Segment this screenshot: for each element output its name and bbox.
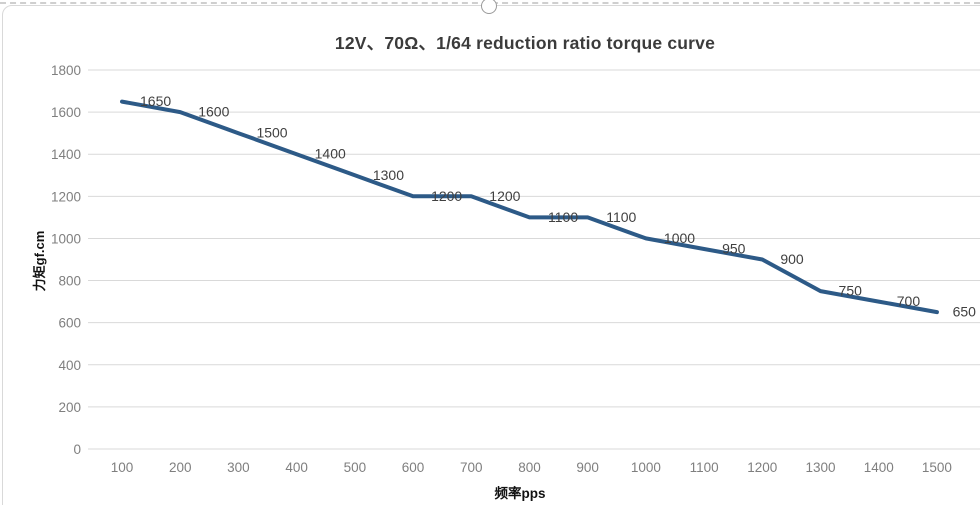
y-tick-label: 1000 xyxy=(51,231,81,246)
selection-resize-handle-icon[interactable] xyxy=(481,0,497,14)
x-tick-label: 700 xyxy=(460,460,483,475)
x-tick-label: 600 xyxy=(402,460,425,475)
x-tick-label: 1000 xyxy=(631,460,661,475)
y-tick-label: 600 xyxy=(58,316,81,331)
x-tick-label: 300 xyxy=(227,460,250,475)
chart-object-frame[interactable] xyxy=(2,5,980,505)
x-tick-label: 100 xyxy=(111,460,134,475)
x-tick-label: 500 xyxy=(344,460,367,475)
series-line-torque[interactable] xyxy=(120,99,939,315)
x-tick-label: 200 xyxy=(169,460,192,475)
data-label[interactable]: 1300 xyxy=(373,167,404,183)
x-tick-label: 1500 xyxy=(922,460,952,475)
data-label[interactable]: 1650 xyxy=(140,93,171,109)
x-tick-label: 900 xyxy=(576,460,599,475)
data-label[interactable]: 700 xyxy=(897,293,921,309)
data-label[interactable]: 1200 xyxy=(489,188,520,204)
x-tick-label: 1400 xyxy=(864,460,894,475)
y-tick-label: 800 xyxy=(58,274,81,289)
x-tick-label: 800 xyxy=(518,460,541,475)
y-tick-label: 1400 xyxy=(51,147,81,162)
data-label[interactable]: 1200 xyxy=(431,188,462,204)
x-tick-label: 1100 xyxy=(690,460,719,475)
y-tick-label: 1800 xyxy=(51,63,81,78)
x-axis-title[interactable]: 频率pps xyxy=(494,486,546,501)
y-tick-label: 0 xyxy=(73,442,81,457)
y-axis-title[interactable]: 力矩gf.cm xyxy=(32,230,47,292)
y-tick-label: 400 xyxy=(58,358,81,373)
y-tick-label: 200 xyxy=(58,400,81,415)
chart-title[interactable]: 12V、70Ω、1/64 reduction ratio torque curv… xyxy=(334,33,716,53)
data-label[interactable]: 1400 xyxy=(315,146,346,162)
data-label[interactable]: 900 xyxy=(780,251,804,267)
data-label[interactable]: 950 xyxy=(722,240,746,256)
data-label[interactable]: 1100 xyxy=(606,209,636,225)
y-tick-label: 1200 xyxy=(51,189,81,204)
x-tick-label: 400 xyxy=(285,460,308,475)
data-label[interactable]: 1100 xyxy=(548,209,578,225)
x-tick-label: 1200 xyxy=(747,460,777,475)
y-tick-label: 1600 xyxy=(51,105,81,120)
data-label[interactable]: 650 xyxy=(953,304,977,320)
data-label[interactable]: 1000 xyxy=(664,230,695,246)
data-label[interactable]: 1500 xyxy=(256,125,287,141)
data-label[interactable]: 750 xyxy=(839,283,863,299)
data-label[interactable]: 1600 xyxy=(198,104,229,120)
x-tick-label: 1300 xyxy=(805,460,835,475)
